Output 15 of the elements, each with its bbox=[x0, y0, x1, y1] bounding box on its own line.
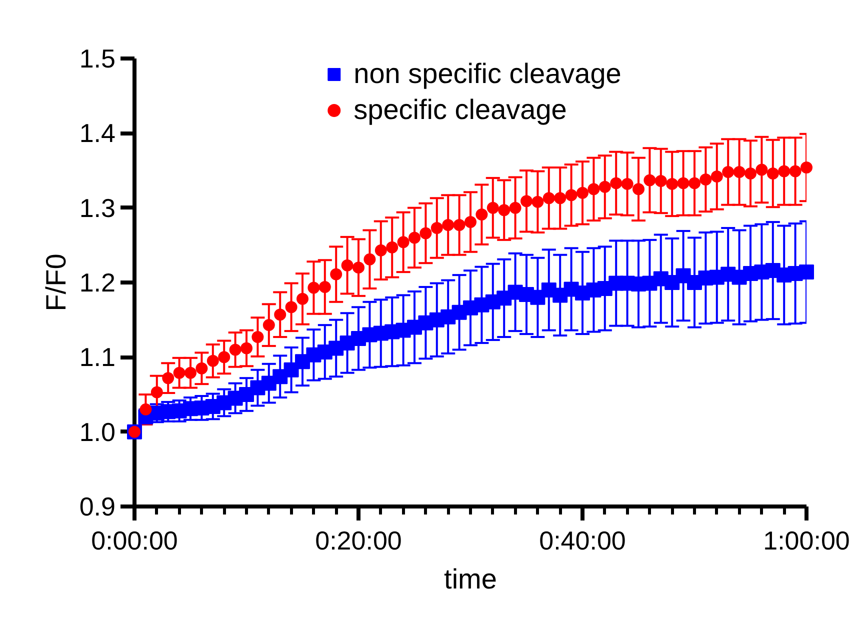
y-tick-label: 1.1 bbox=[79, 342, 116, 372]
y-tick-label: 1.4 bbox=[79, 118, 116, 148]
legend-label: specific cleavage bbox=[354, 94, 567, 126]
y-tick-label: 1.3 bbox=[79, 192, 116, 223]
y-axis-title: F/F0 bbox=[40, 254, 72, 312]
x-tick-label: 0:20:00 bbox=[315, 526, 402, 556]
x-tick-label: 1:00:00 bbox=[763, 526, 850, 556]
y-tick-label: 0.9 bbox=[79, 492, 116, 522]
x-tick-label: 0:00:00 bbox=[91, 526, 178, 556]
x-axis-title: time bbox=[444, 564, 497, 594]
x-tick-label: 0:40:00 bbox=[539, 526, 626, 556]
y-tick-label: 1.5 bbox=[79, 44, 116, 74]
y-tick-label: 1.2 bbox=[79, 268, 116, 298]
legend-label: non specific cleavage bbox=[354, 58, 622, 90]
y-tick-label: 1.0 bbox=[79, 416, 116, 447]
